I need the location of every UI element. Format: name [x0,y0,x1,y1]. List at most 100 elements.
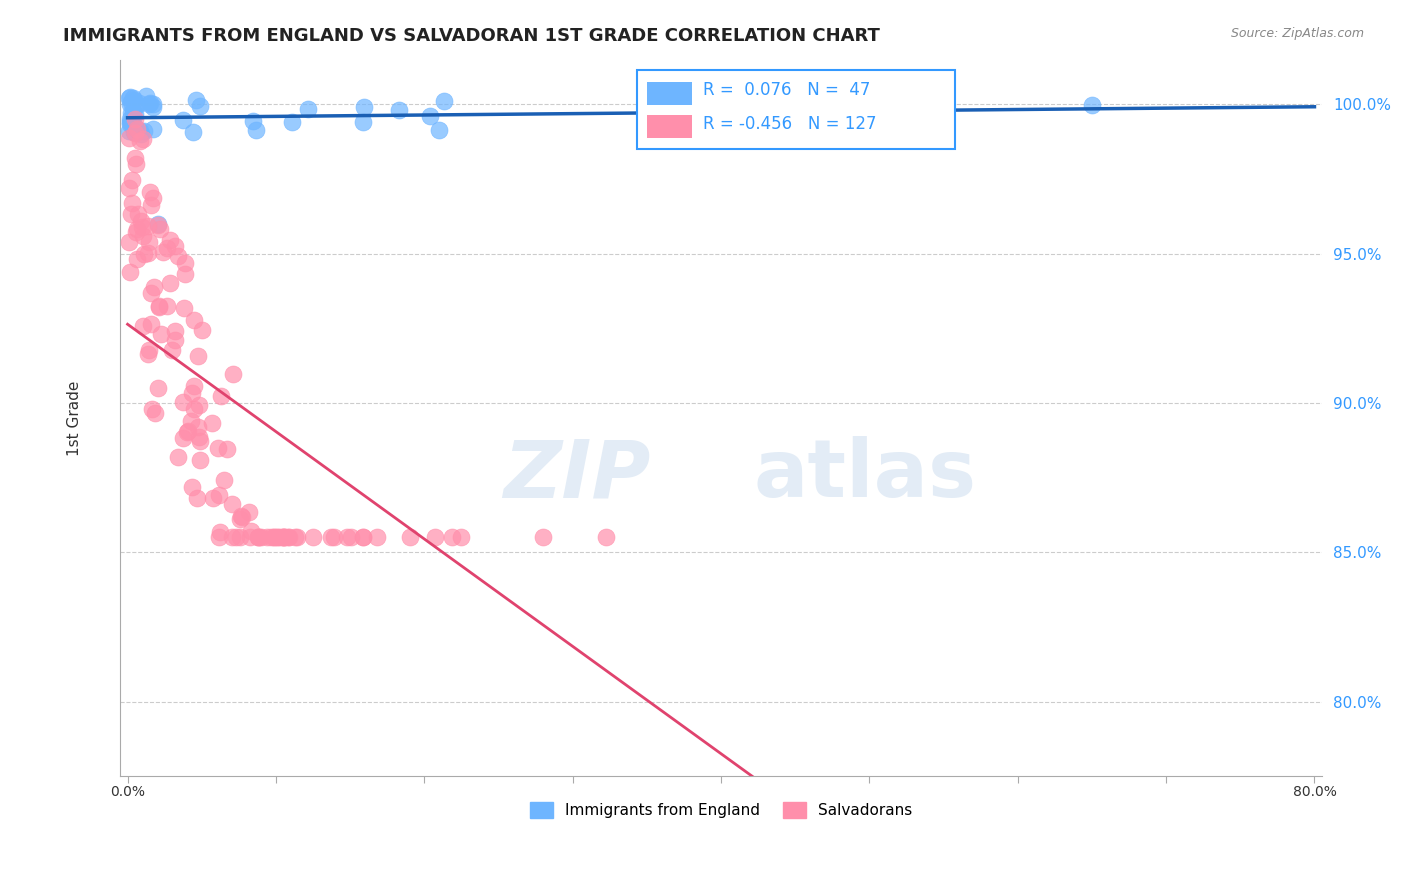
Point [132,132,155,146]
Point [149,222,172,236]
Point [188,99,211,113]
Point [176,425,198,440]
Point [148,381,170,395]
Point [238,506,260,520]
Point [366,530,388,544]
Point [450,530,472,544]
Point [120,207,142,221]
Point [129,127,152,141]
Point [122,93,145,107]
Point [285,530,308,544]
Point [229,508,252,523]
Point [120,112,142,127]
Point [167,450,190,464]
FancyBboxPatch shape [637,70,955,149]
Point [148,301,170,315]
Point [142,97,165,112]
Point [281,114,304,128]
Point [183,378,205,392]
Point [120,106,142,120]
Text: Source: ZipAtlas.com: Source: ZipAtlas.com [1230,27,1364,40]
Point [173,301,195,315]
Point [121,172,143,186]
Point [201,417,224,431]
Point [273,530,295,544]
Point [127,121,149,136]
Point [339,530,361,544]
Point [247,530,270,544]
Point [120,95,142,109]
Point [301,530,323,544]
Point [284,530,307,544]
Point [138,97,160,112]
Point [387,103,409,117]
Point [278,530,301,544]
Point [162,343,184,357]
Point [247,530,270,544]
Text: ZIP: ZIP [503,436,651,514]
Point [266,530,288,544]
Point [352,530,374,544]
Text: 80.0%: 80.0% [1292,785,1337,799]
Point [181,125,204,139]
Point [242,114,264,128]
Point [142,280,165,294]
Point [221,530,243,544]
Point [129,124,152,138]
Point [207,488,229,502]
Point [155,241,177,255]
Point [353,99,375,113]
Point [141,401,163,416]
Point [212,474,235,488]
Point [122,106,145,120]
Text: atlas: atlas [754,436,977,514]
Point [229,530,252,544]
Point [323,530,346,544]
Point [125,157,148,171]
Point [120,117,142,131]
Point [149,327,172,342]
Point [136,245,159,260]
Point [167,249,190,263]
Point [187,349,209,363]
Point [231,509,253,524]
Point [183,402,205,417]
Point [188,434,211,448]
Point [165,333,187,347]
Point [181,386,204,401]
Point [127,222,149,236]
Point [118,124,141,138]
FancyBboxPatch shape [647,82,692,104]
Point [267,530,290,544]
Point [173,267,195,281]
Point [139,185,162,199]
Point [120,265,142,279]
Point [124,112,146,127]
Point [159,233,181,247]
Point [163,239,186,253]
Point [122,91,145,105]
Point [215,442,238,456]
Point [138,235,160,249]
Point [118,235,141,249]
Point [247,530,270,544]
Point [271,530,294,544]
Point [132,124,155,138]
Point [120,114,142,128]
Point [256,530,278,544]
Point [181,480,204,494]
Point [136,346,159,360]
Point [135,89,157,103]
Point [186,491,208,505]
Point [441,530,464,544]
Point [118,181,141,195]
Point [159,277,181,291]
Point [352,530,374,544]
Text: IMMIGRANTS FROM ENGLAND VS SALVADORAN 1ST GRADE CORRELATION CHART: IMMIGRANTS FROM ENGLAND VS SALVADORAN 1S… [63,27,880,45]
Point [118,97,141,112]
Point [131,220,153,235]
Point [125,226,148,240]
Point [208,524,231,539]
Point [297,103,319,117]
Point [141,286,163,301]
